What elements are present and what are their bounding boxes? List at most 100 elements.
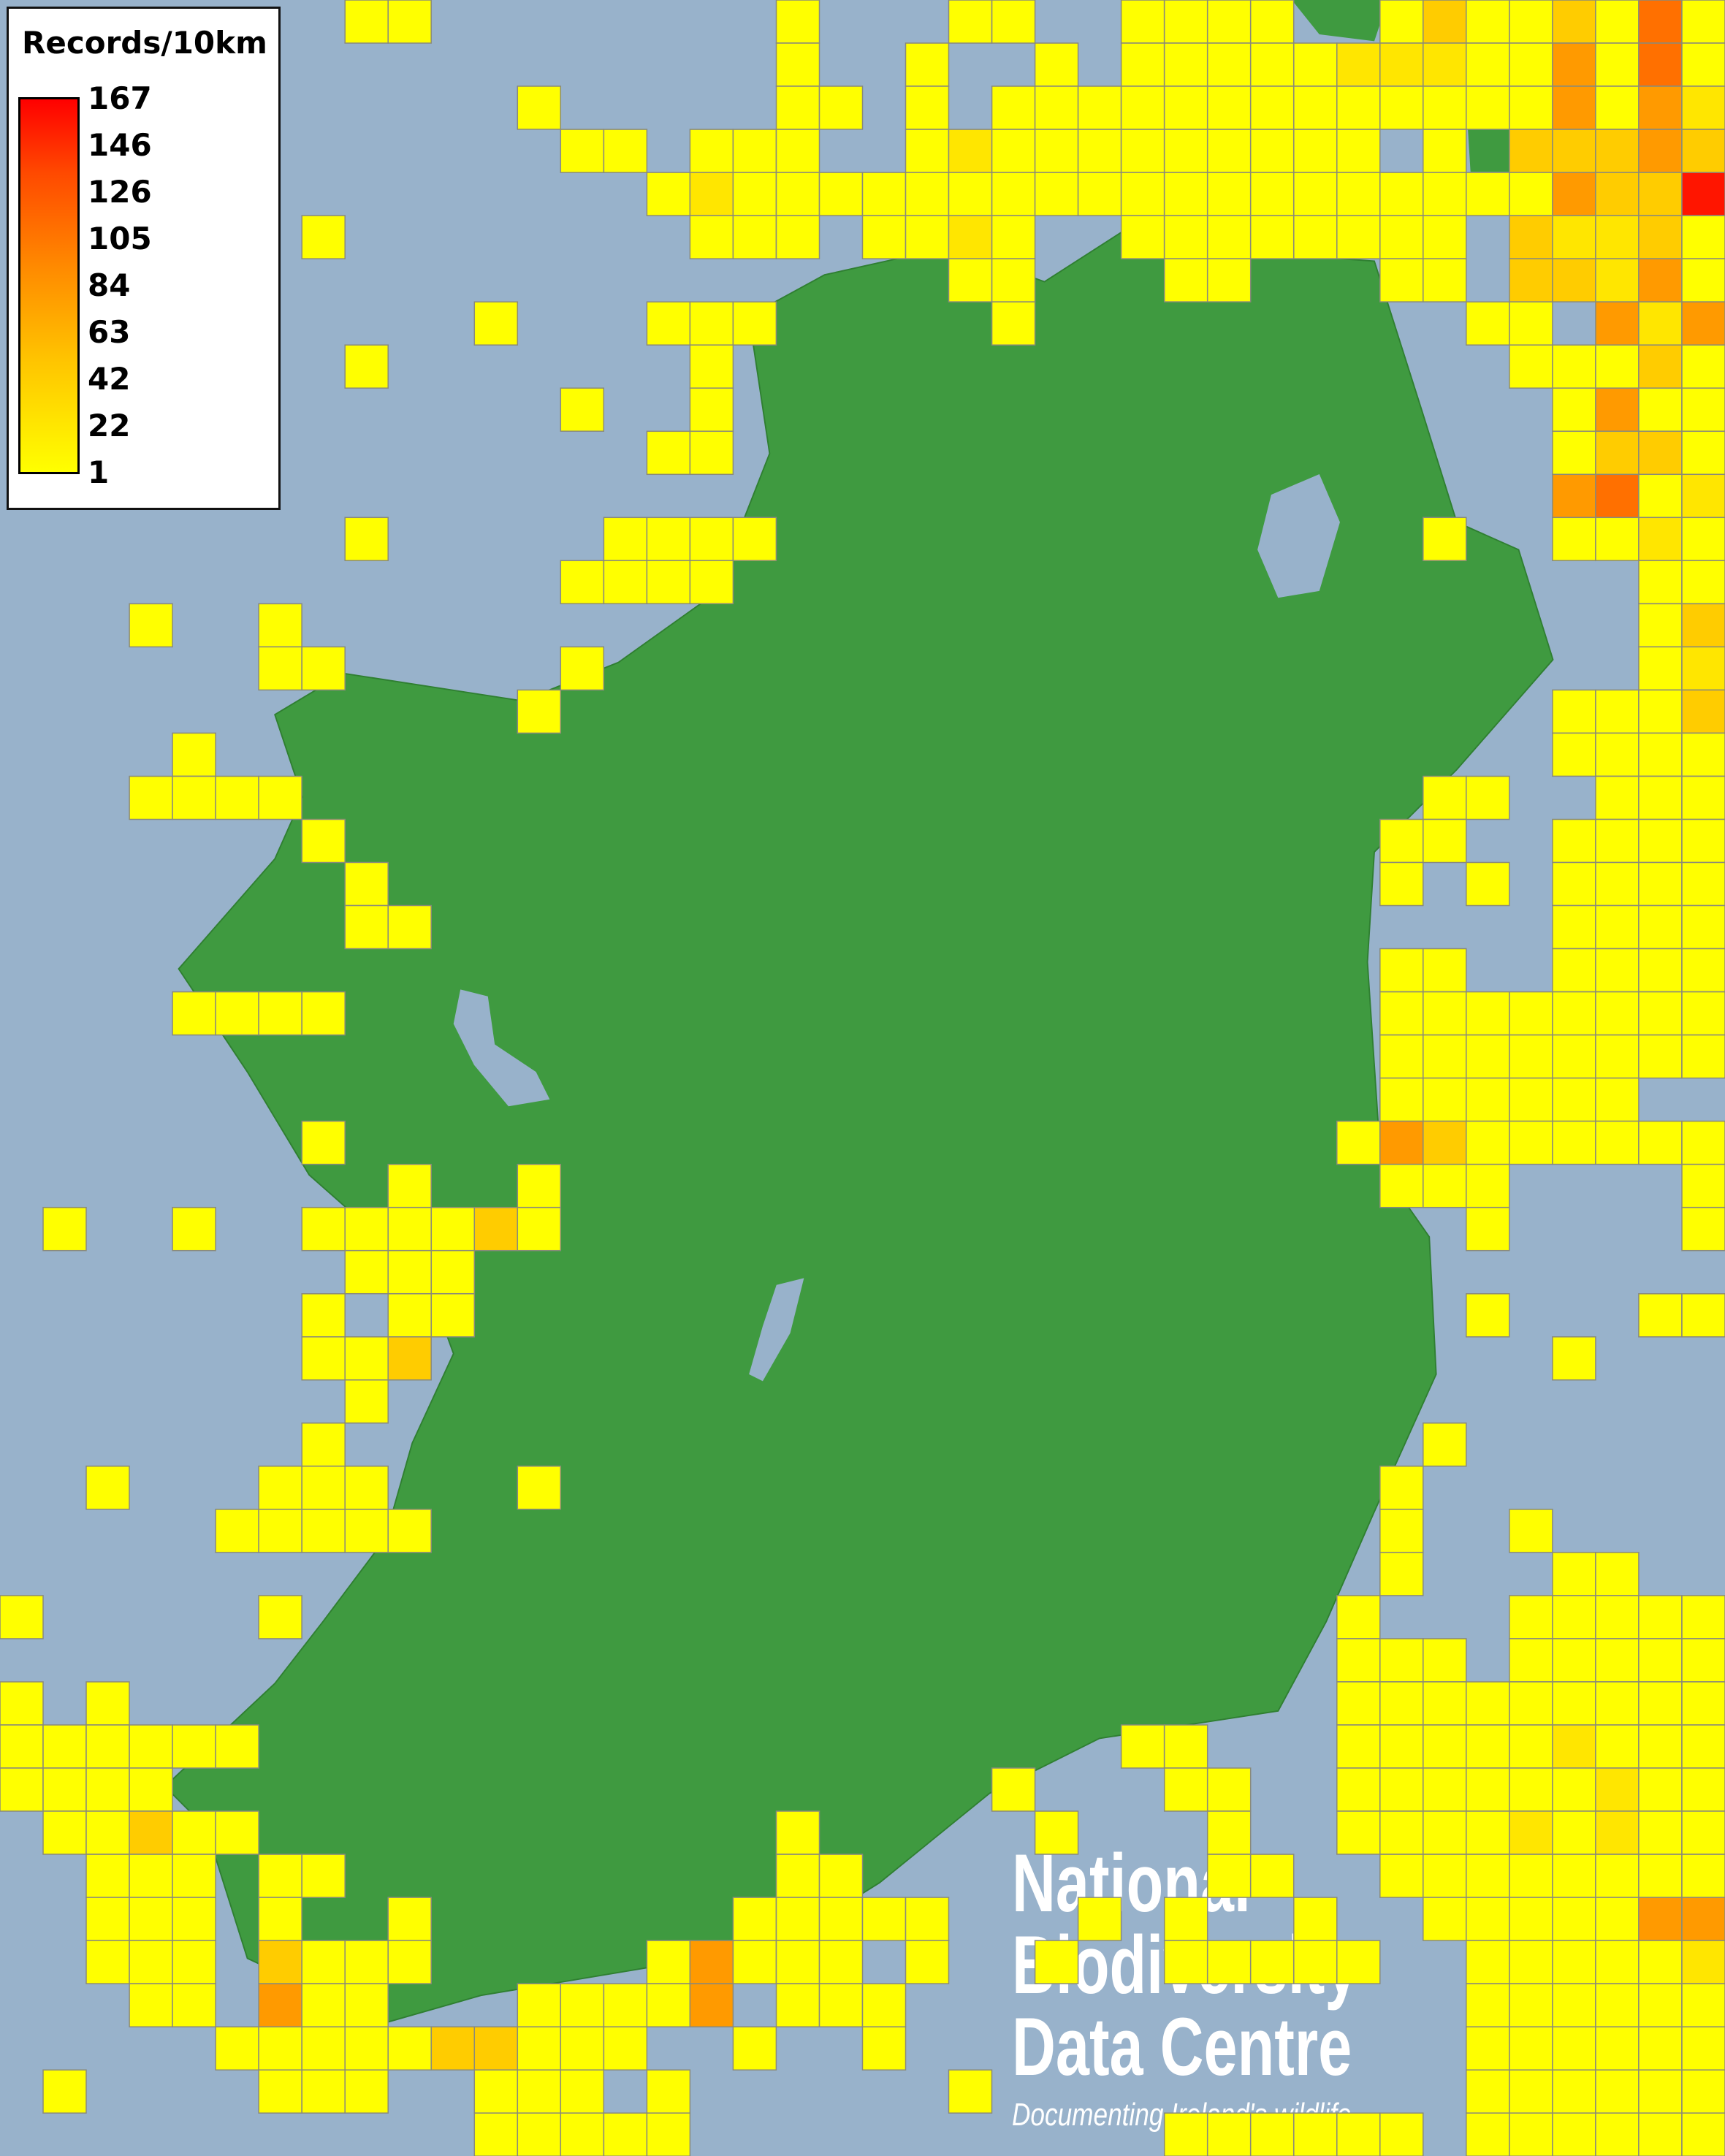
grid-cell-level-2	[1681, 85, 1725, 130]
grid-cell-level-1	[1595, 2026, 1640, 2071]
grid-cell-level-1	[1466, 301, 1510, 346]
grid-cell-level-1	[1293, 2112, 1338, 2156]
grid-cell-level-1	[1681, 861, 1725, 907]
grid-cell-level-1	[85, 1767, 130, 1812]
grid-cell-level-1	[1466, 1077, 1510, 1122]
grid-cell-level-1	[1509, 1940, 1553, 1984]
legend-tick-label: 22	[88, 408, 131, 443]
grid-cell-level-1	[1638, 991, 1683, 1036]
grid-cell-level-1	[1681, 1293, 1725, 1338]
grid-cell-level-1	[517, 1466, 562, 1510]
grid-cell-level-1	[129, 775, 173, 820]
grid-cell-level-1	[301, 1983, 346, 2027]
grid-cell-level-1	[1552, 344, 1596, 389]
grid-cell-level-1	[1638, 1120, 1683, 1165]
grid-cell-level-1	[775, 85, 820, 130]
grid-cell-level-1	[1681, 517, 1725, 562]
grid-cell-level-1	[560, 560, 605, 605]
grid-cell-level-1	[301, 2026, 346, 2071]
grid-cell-level-1	[646, 172, 691, 216]
grid-cell-level-2	[948, 129, 993, 173]
grid-cell-level-1	[1552, 861, 1596, 907]
grid-cell-level-1	[129, 1724, 173, 1769]
grid-cell-level-1	[215, 1810, 259, 1855]
grid-cell-level-1	[1552, 1767, 1596, 1812]
grid-cell-level-1	[991, 301, 1036, 346]
grid-cell-level-1	[1423, 1163, 1467, 1208]
grid-cell-level-1	[646, 1983, 691, 2027]
grid-cell-level-1	[1466, 1983, 1510, 2027]
grid-cell-level-1	[732, 1940, 777, 1984]
grid-cell-level-1	[1379, 1638, 1424, 1683]
grid-cell-level-1	[1509, 301, 1553, 346]
grid-cell-level-1	[1423, 517, 1467, 562]
grid-cell-level-1	[1552, 991, 1596, 1036]
grid-cell-level-1	[387, 1940, 432, 1984]
grid-cell-level-1	[646, 560, 691, 605]
grid-cell-level-4	[1681, 301, 1725, 346]
grid-cell-level-1	[1595, 991, 1640, 1036]
grid-cell-level-3	[1638, 430, 1683, 476]
grid-cell-level-1	[1638, 1681, 1683, 1726]
grid-cell-level-1	[1681, 1983, 1725, 2027]
grid-cell-level-1	[387, 1163, 432, 1208]
grid-cell-level-1	[1552, 2112, 1596, 2156]
grid-cell-level-3	[1595, 430, 1640, 476]
legend-tick-label: 167	[88, 80, 152, 116]
grid-cell-level-1	[1509, 1509, 1553, 1553]
grid-cell-level-1	[1681, 215, 1725, 259]
grid-cell-level-4	[1552, 42, 1596, 87]
grid-cell-level-1	[1379, 1810, 1424, 1855]
grid-cell-level-1	[172, 1940, 216, 1984]
grid-cell-level-1	[344, 1509, 389, 1553]
grid-cell-level-1	[1552, 818, 1596, 864]
grid-cell-level-1	[1509, 0, 1553, 44]
grid-cell-level-1	[1336, 1595, 1381, 1639]
grid-cell-level-1	[1552, 904, 1596, 950]
grid-cell-level-1	[344, 1336, 389, 1381]
grid-cell-level-1	[1466, 42, 1510, 87]
grid-cell-level-1	[1466, 1897, 1510, 1941]
grid-cell-level-1	[430, 1249, 476, 1295]
grid-cell-level-1	[344, 2069, 389, 2114]
grid-cell-level-1	[1206, 1810, 1252, 1855]
grid-cell-level-1	[1595, 1034, 1640, 1079]
grid-cell-level-1	[258, 603, 302, 648]
grid-cell-level-2	[1681, 1940, 1725, 1984]
grid-cell-level-1	[1249, 85, 1295, 130]
grid-cell-level-1	[1423, 948, 1467, 993]
grid-cell-level-4	[1552, 85, 1596, 130]
grid-cell-level-1	[85, 1466, 130, 1510]
grid-cell-level-1	[1466, 172, 1510, 216]
grid-cell-level-1	[1638, 775, 1683, 820]
grid-cell-level-1	[948, 0, 993, 44]
grid-cell-level-1	[1034, 42, 1079, 87]
grid-cell-level-1	[1466, 1163, 1510, 1208]
grid-cell-level-3	[1595, 129, 1640, 173]
grid-cell-level-3	[1595, 172, 1640, 216]
grid-cell-level-1	[560, 1983, 605, 2027]
grid-cell-level-1	[129, 603, 173, 648]
grid-cell-level-1	[517, 2112, 562, 2156]
grid-cell-level-1	[1423, 215, 1467, 259]
grid-cell-level-1	[1681, 1034, 1725, 1079]
grid-cell-level-1	[1638, 861, 1683, 907]
grid-cell-level-1	[1466, 2112, 1510, 2156]
grid-cell-level-1	[129, 1897, 173, 1941]
grid-cell-level-1	[775, 42, 820, 87]
grid-cell-level-1	[818, 1983, 864, 2027]
grid-cell-level-3	[1423, 1120, 1467, 1165]
land	[164, 0, 1725, 2024]
grid-cell-level-1	[301, 2069, 346, 2114]
legend-tick-label: 146	[88, 127, 152, 163]
grid-cell-level-1	[646, 2069, 691, 2114]
grid-cell-level-1	[1638, 1940, 1683, 1984]
grid-cell-level-1	[42, 1810, 87, 1855]
grid-cell-level-1	[1681, 1724, 1725, 1769]
grid-cell-level-1	[1249, 42, 1295, 87]
grid-cell-level-1	[1509, 1681, 1553, 1726]
grid-cell-level-1	[517, 689, 562, 734]
grid-cell-level-1	[1552, 1983, 1596, 2027]
grid-cell-level-1	[1466, 1724, 1510, 1769]
grid-cell-level-2	[1638, 517, 1683, 562]
